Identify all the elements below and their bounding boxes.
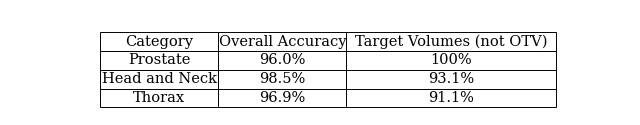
Text: 100%: 100% xyxy=(430,54,472,68)
Bar xyxy=(218,32,346,51)
Text: 93.1%: 93.1% xyxy=(428,72,474,86)
Text: 96.9%: 96.9% xyxy=(259,91,305,105)
Text: Head and Neck: Head and Neck xyxy=(102,72,217,86)
Text: 91.1%: 91.1% xyxy=(428,91,474,105)
Text: Overall Accuracy: Overall Accuracy xyxy=(219,35,346,49)
Text: Target Volumes (not OTV): Target Volumes (not OTV) xyxy=(355,34,547,49)
Bar xyxy=(100,89,218,107)
Bar xyxy=(346,89,556,107)
Bar xyxy=(346,51,556,70)
Bar xyxy=(218,70,346,89)
Bar xyxy=(346,32,556,51)
Text: 96.0%: 96.0% xyxy=(259,54,305,68)
Text: Category: Category xyxy=(125,35,193,49)
Bar xyxy=(346,70,556,89)
Text: Prostate: Prostate xyxy=(128,54,190,68)
Text: 98.5%: 98.5% xyxy=(259,72,305,86)
Bar xyxy=(100,51,218,70)
Bar xyxy=(100,70,218,89)
Bar xyxy=(218,89,346,107)
Bar xyxy=(100,32,218,51)
Bar xyxy=(218,51,346,70)
Text: Thorax: Thorax xyxy=(133,91,185,105)
